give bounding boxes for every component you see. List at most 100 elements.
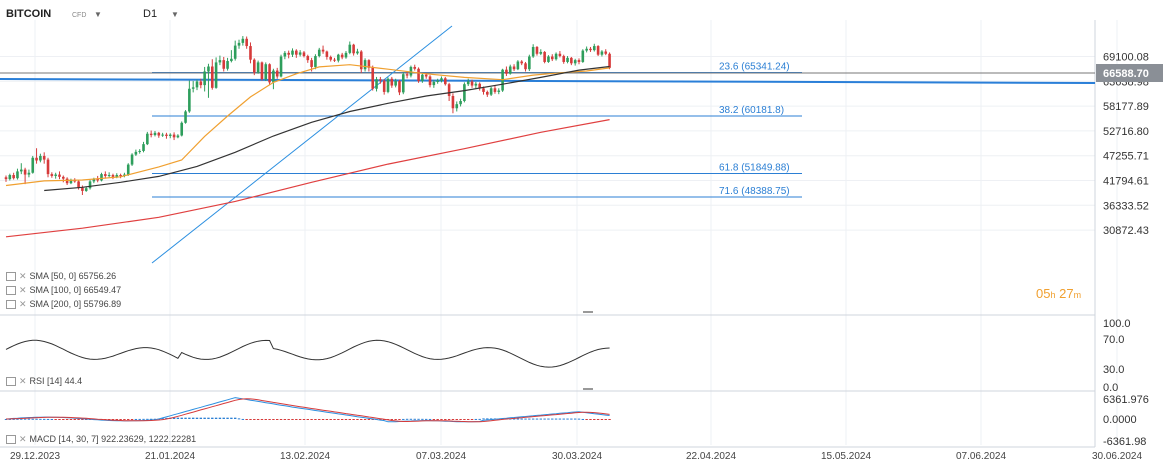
- macd-histogram-bar: [191, 417, 195, 419]
- macd-histogram-bar: [344, 419, 348, 420]
- macd-histogram-bar: [577, 418, 581, 420]
- candle-body: [608, 53, 611, 68]
- candle: [31, 155, 35, 174]
- macd-histogram-bar: [306, 419, 309, 420]
- candle-body: [176, 135, 180, 138]
- macd-histogram-bar: [390, 419, 394, 420]
- candle: [356, 48, 359, 55]
- macd-histogram-bar: [600, 419, 604, 420]
- rsi-line: [5, 339, 610, 368]
- date-tick-label: 21.01.2024: [145, 451, 195, 462]
- candle: [394, 78, 397, 88]
- candle-body: [558, 53, 562, 57]
- macd-histogram-bar: [554, 418, 558, 420]
- candle-body: [237, 42, 241, 46]
- rsi-tick-label: 100.0: [1103, 318, 1131, 330]
- price-tick-label: 69100.08: [1103, 52, 1149, 64]
- candle-body: [547, 56, 550, 62]
- candle: [65, 177, 69, 186]
- candle: [421, 73, 424, 83]
- indicator-settings-icon[interactable]: [6, 300, 16, 310]
- macd-histogram-bar: [596, 419, 600, 420]
- macd-histogram-bar: [130, 419, 134, 420]
- macd-histogram-bar: [295, 419, 298, 420]
- candle: [23, 167, 27, 185]
- macd-histogram-bar: [310, 419, 313, 420]
- candle: [470, 79, 474, 88]
- candle-body: [130, 154, 134, 165]
- date-tick-label: 22.04.2024: [686, 451, 736, 462]
- indicator-settings-icon[interactable]: [6, 435, 16, 445]
- macd-histogram-bar: [512, 418, 516, 420]
- remove-icon[interactable]: ✕: [19, 271, 27, 281]
- candle-body: [203, 71, 206, 86]
- candle: [348, 41, 352, 55]
- legend-rsi[interactable]: ✕ RSI [14] 44.4: [6, 376, 82, 387]
- macd-histogram-bar: [455, 419, 458, 420]
- candle-body: [295, 50, 298, 55]
- candle: [474, 81, 478, 89]
- candle: [153, 130, 157, 137]
- symbol-name[interactable]: BITCOIN: [6, 8, 52, 20]
- candle: [325, 50, 329, 60]
- candle: [573, 58, 577, 66]
- macd-histogram-bar: [589, 419, 592, 420]
- candle-body: [317, 49, 321, 57]
- macd-histogram-bar: [16, 418, 19, 420]
- macd-histogram-bar: [218, 417, 222, 419]
- legend-sma100[interactable]: ✕ SMA [100, 0] 66549.47: [6, 285, 121, 296]
- candle-body: [19, 169, 23, 172]
- legend-macd[interactable]: ✕ MACD [14, 30, 7] 922.23629, 1222.22281: [6, 434, 196, 445]
- remove-icon[interactable]: ✕: [19, 376, 27, 386]
- candle-body: [314, 56, 317, 67]
- candle-body: [62, 176, 65, 179]
- macd-histogram-bar: [551, 418, 554, 420]
- candle-body: [73, 180, 77, 182]
- macd-histogram-bar: [425, 418, 428, 420]
- candle: [501, 68, 504, 92]
- macd-histogram-bar: [298, 419, 302, 420]
- legend-sma200[interactable]: ✕ SMA [200, 0] 55796.89: [6, 299, 121, 310]
- macd-histogram-bar: [253, 419, 256, 420]
- candle-body: [466, 81, 470, 85]
- candle: [191, 81, 195, 93]
- candle-body: [54, 174, 57, 176]
- candle: [600, 50, 604, 57]
- candle-body: [382, 80, 386, 92]
- candle: [295, 49, 298, 58]
- candle-body: [352, 44, 355, 54]
- macd-histogram-bar: [142, 418, 145, 420]
- candle: [214, 57, 218, 89]
- remove-icon[interactable]: ✕: [19, 434, 27, 444]
- timeframe[interactable]: D1: [143, 8, 158, 20]
- candle: [226, 57, 229, 71]
- remove-icon[interactable]: ✕: [19, 299, 27, 309]
- macd-histogram-bar: [65, 419, 69, 420]
- candle: [413, 64, 417, 71]
- candle: [363, 58, 367, 72]
- price-tick-label: 30872.43: [1103, 225, 1149, 237]
- indicator-settings-icon[interactable]: [6, 286, 16, 296]
- candle: [417, 67, 420, 83]
- candle: [524, 61, 527, 72]
- candle-body: [528, 56, 531, 70]
- candle-body: [100, 174, 103, 181]
- indicator-settings-icon[interactable]: [6, 377, 16, 387]
- timeframe-dropdown-icon[interactable]: ▼: [171, 10, 179, 19]
- candle: [535, 46, 539, 56]
- remove-icon[interactable]: ✕: [19, 285, 27, 295]
- candle: [459, 98, 462, 107]
- legend-sma50[interactable]: ✕ SMA [50, 0] 65756.26: [6, 271, 116, 282]
- macd-histogram-bar: [43, 418, 46, 420]
- symbol-dropdown-icon[interactable]: ▼: [94, 10, 102, 19]
- indicator-settings-icon[interactable]: [6, 272, 16, 282]
- macd-histogram-bar: [260, 419, 264, 420]
- macd-histogram-bar: [81, 419, 84, 420]
- macd-histogram-bar: [119, 419, 122, 420]
- candle-body: [344, 52, 348, 58]
- candle: [585, 46, 588, 53]
- macd-histogram-bar: [318, 419, 321, 420]
- candle: [237, 39, 241, 49]
- candle: [405, 71, 409, 79]
